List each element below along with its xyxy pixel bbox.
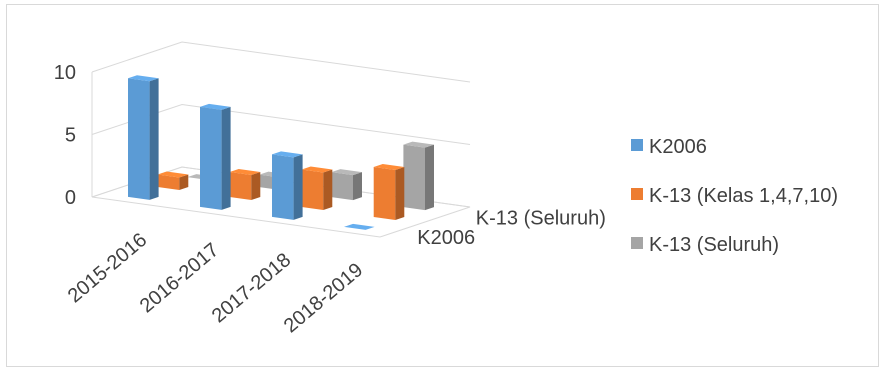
bar-k2006-2016-2017 [200,103,231,210]
bar-k-13-kelas-1-4-7-10--2016-2017 [229,169,261,200]
legend-swatch [631,237,643,249]
bar-k2006-2017-2018 [272,151,303,220]
bar-top-face [157,171,189,178]
bar-side-face [221,106,231,210]
bar-front-face [403,144,425,211]
bar-top-face [272,151,303,158]
category-label: 2015-2016 [64,229,151,307]
bar-front-face [301,169,324,210]
legend-label: K-13 (Seluruh) [649,234,779,256]
bar-front-face [229,172,252,200]
bar-k-13-kelas-1-4-7-10--2018-2019 [373,164,405,220]
bar-top-face [229,169,261,175]
bar-k2006-2015-2016 [128,75,159,200]
bar-side-face [395,167,405,220]
bar-k-13-kelas-1-4-7-10--2017-2018 [301,166,333,210]
depth-axis-label: K2006 [417,227,475,249]
legend-label: K2006 [649,136,707,158]
legend-label: K-13 (Kelas 1,4,7,10) [649,185,838,207]
bar-front-face [373,167,396,220]
legend-swatch [631,188,643,200]
bar-top-face [373,164,405,170]
gridline [91,41,471,83]
bars [128,75,434,230]
bar-top-face [403,141,434,148]
gridline [91,103,471,145]
y-tick-label: 10 [54,62,76,84]
bar-side-face [149,78,159,200]
y-tick-label: 5 [65,125,76,147]
bar-side-face [323,169,333,210]
bar-top-face [301,166,333,173]
bar-top-face [344,223,375,230]
bar-top-face [331,169,362,176]
bar-k2006-2018-2019 [344,223,375,230]
bar-front-face [331,172,353,201]
bar-front-face [200,106,222,210]
category-label: 2018-2019 [280,259,367,337]
bar-side-face [425,144,434,211]
bar-side-face [293,154,303,220]
category-label: 2017-2018 [208,249,295,327]
bar-k-13-seluruh--2017-2018 [331,169,362,201]
bar-side-face [353,172,362,201]
bar-k-13-kelas-1-4-7-10--2015-2016 [157,171,189,190]
bar-top-face [128,75,159,82]
bar-k-13-seluruh--2018-2019 [403,141,434,211]
category-label: 2016-2017 [136,239,223,317]
legend: K2006 K-13 (Kelas 1,4,7,10) K-13 (Seluruh) [631,136,838,256]
bar-side-face [251,172,261,200]
bar-front-face [128,78,150,200]
bar-front-face [157,174,180,190]
bar-top-face [200,103,231,110]
bar-side-face [179,174,189,190]
legend-swatch [631,139,643,151]
depth-axis-label: K-13 (Seluruh) [476,207,606,229]
bar-front-face [272,154,294,220]
y-tick-label: 0 [65,187,76,209]
